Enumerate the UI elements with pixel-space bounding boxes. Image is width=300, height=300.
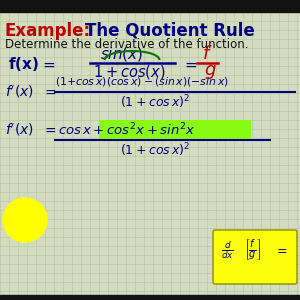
Text: $\left[\frac{f}{g}\right]$: $\left[\frac{f}{g}\right]$ [244,238,262,262]
Text: $cos\,x+cos^2x+sin^2x$: $cos\,x+cos^2x+sin^2x$ [58,122,196,138]
Text: $=$: $=$ [40,56,56,71]
Bar [0,0,300,12]
Text: $sin(x)$: $sin(x)$ [100,45,143,63]
Text: $(1+cos\,x)^2$: $(1+cos\,x)^2$ [120,141,190,159]
Text: The Quotient Rule: The Quotient Rule [85,22,255,40]
Text: $=$: $=$ [42,123,57,137]
FancyBboxPatch shape [99,120,251,140]
FancyBboxPatch shape [213,230,297,284]
Text: $f'(x)$: $f'(x)$ [5,122,34,138]
Text: $1+cos(x)$: $1+cos(x)$ [93,63,166,81]
Text: Example:: Example: [5,22,91,40]
Text: $g$: $g$ [204,63,217,81]
Text: $=$: $=$ [274,244,288,256]
Text: $(1{+}cos\,x)(cos\,x)-(sin\,x)(-sin\,x)$: $(1{+}cos\,x)(cos\,x)-(sin\,x)(-sin\,x)$ [55,76,229,88]
Text: $=$: $=$ [182,56,198,71]
Text: $(1+cos\,x)^2$: $(1+cos\,x)^2$ [120,93,190,111]
Text: $f$: $f$ [202,45,213,63]
Text: $=$: $=$ [42,85,57,99]
Text: $\frac{d}{dx}$: $\frac{d}{dx}$ [221,239,234,261]
Text: $f'(x)$: $f'(x)$ [5,84,34,100]
Bar [0,295,300,300]
Circle shape [3,198,47,242]
Text: Determine the derivative of the function.: Determine the derivative of the function… [5,38,248,51]
Text: $\mathbf{f(x)}$: $\mathbf{f(x)}$ [8,55,39,73]
